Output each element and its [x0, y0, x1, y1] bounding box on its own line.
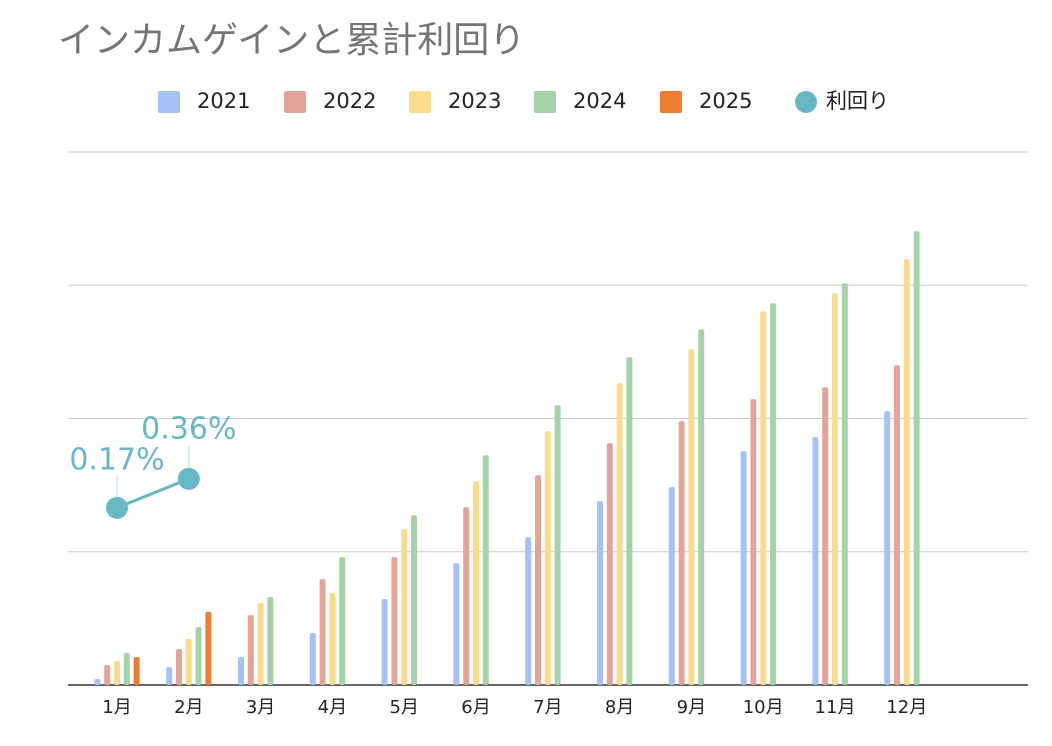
bar	[94, 679, 101, 685]
x-tick-label: 5月	[389, 697, 418, 718]
bar	[482, 455, 489, 685]
data-label: 0.17%	[69, 442, 164, 477]
x-tick-label: 9月	[677, 697, 706, 718]
line-point	[177, 467, 200, 490]
line	[116, 477, 190, 510]
legend-marker	[660, 91, 682, 113]
bar	[616, 383, 623, 685]
legend-marker	[284, 91, 306, 113]
x-tick-label: 12月	[886, 697, 927, 718]
bar	[894, 365, 900, 685]
legend-label: 2023	[448, 89, 501, 113]
bar	[903, 259, 910, 685]
legend-label: 2024	[573, 89, 626, 113]
x-tick-label: 3月	[246, 697, 275, 718]
bar	[740, 451, 747, 685]
bar	[678, 421, 685, 685]
bar	[812, 437, 819, 685]
x-tick-label: 8月	[605, 697, 634, 718]
bar	[381, 599, 388, 685]
bar	[750, 399, 757, 685]
legend-marker	[158, 91, 180, 113]
x-tick-label: 7月	[533, 697, 562, 718]
bar	[606, 443, 613, 685]
bar	[698, 329, 705, 685]
bar	[401, 529, 408, 685]
legend-marker	[409, 91, 431, 113]
bar	[554, 405, 561, 685]
data-label: 0.36%	[141, 411, 236, 446]
bar	[760, 311, 767, 685]
bar	[841, 283, 848, 685]
bar	[176, 649, 182, 685]
bar	[473, 481, 479, 685]
bar	[238, 657, 244, 685]
bar	[463, 507, 470, 685]
bar	[309, 633, 316, 685]
legend-marker	[534, 91, 556, 113]
bar	[453, 563, 460, 685]
bar	[166, 667, 173, 685]
x-tick-label: 4月	[318, 697, 347, 718]
bar	[770, 303, 776, 685]
bar	[257, 603, 264, 685]
legend-label: 2021	[197, 89, 250, 113]
bar	[319, 579, 326, 685]
legend-label: 利回り	[826, 89, 889, 113]
legend-label: 2022	[323, 89, 376, 113]
bar	[626, 357, 633, 685]
bar	[391, 557, 398, 685]
bar	[195, 627, 202, 685]
bar	[104, 665, 111, 685]
x-tick-label: 2月	[174, 697, 203, 718]
x-tick-label: 11月	[815, 697, 856, 718]
bar	[185, 639, 192, 685]
x-tick-label: 1月	[102, 697, 131, 718]
bar	[597, 501, 603, 685]
x-tick-label: 10月	[743, 697, 784, 718]
bar	[535, 475, 541, 685]
bar	[114, 661, 120, 685]
bar	[133, 657, 140, 685]
bar	[247, 615, 254, 685]
bar	[822, 387, 829, 685]
bar	[267, 597, 274, 685]
line-point	[106, 496, 128, 519]
bar	[913, 231, 920, 685]
bar	[688, 349, 695, 685]
chart-title: インカムゲインと累計利回り	[58, 20, 525, 61]
bar	[668, 487, 675, 685]
legend-label: 2025	[699, 89, 752, 113]
bar	[339, 557, 346, 685]
bar	[329, 593, 336, 685]
bar	[525, 537, 532, 685]
bar	[544, 431, 551, 685]
bar	[832, 293, 838, 685]
bar	[123, 653, 130, 685]
x-tick-label: 6月	[461, 697, 490, 718]
bar	[411, 515, 417, 685]
legend-marker	[795, 91, 817, 113]
bar	[884, 411, 891, 685]
bar	[205, 611, 212, 685]
